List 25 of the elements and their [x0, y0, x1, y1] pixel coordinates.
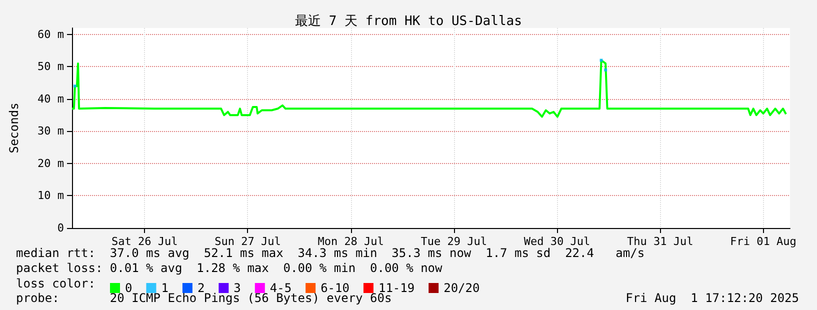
- text: packet loss: 0.01 % avg 1.28 % max 0.00 % min 0.00 % now: [16, 261, 444, 275]
- x-tick-label: Thu 31 Jul: [627, 235, 694, 248]
- x-tick-label: Sat 26 Jul: [111, 235, 178, 248]
- legend-label: 20/20: [444, 281, 480, 295]
- y-tick-label: 50 m: [38, 60, 64, 74]
- x-tick-label: Sun 27 Jul: [214, 235, 281, 248]
- y-tick-label: 0: [57, 222, 64, 234]
- chart-title: 最近 7 天 from HK to US-Dallas: [295, 14, 522, 29]
- text: median rtt: 37.0 ms avg 52.1 ms max 34.3 ms min 35.3 ms now 1.7 ms sd 22.4 am/s: [16, 246, 645, 260]
- y-tick-label: 30 m: [38, 124, 64, 138]
- y-axis-title: Seconds: [7, 102, 21, 154]
- x-tick-label: Mon 28 Jul: [318, 235, 384, 248]
- y-tick-label: 60 m: [38, 28, 64, 41]
- text: Fri Aug 1 17:12:20 2025: [626, 291, 799, 305]
- y-tick-label: 40 m: [38, 92, 64, 106]
- point: [73, 84, 76, 88]
- x-tick-label: Fri 01 Aug: [730, 235, 796, 248]
- x-tick-label: Wed 30 Jul: [524, 235, 590, 248]
- y-tick-label: 10 m: [38, 189, 64, 202]
- point: [600, 58, 603, 62]
- x-tick-label: Tue 29 Jul: [420, 235, 488, 248]
- line-series: [71, 59, 787, 118]
- y-tick-label: 20 m: [38, 156, 64, 170]
- point: [604, 68, 608, 72]
- legend-title: loss color:: [16, 276, 96, 290]
